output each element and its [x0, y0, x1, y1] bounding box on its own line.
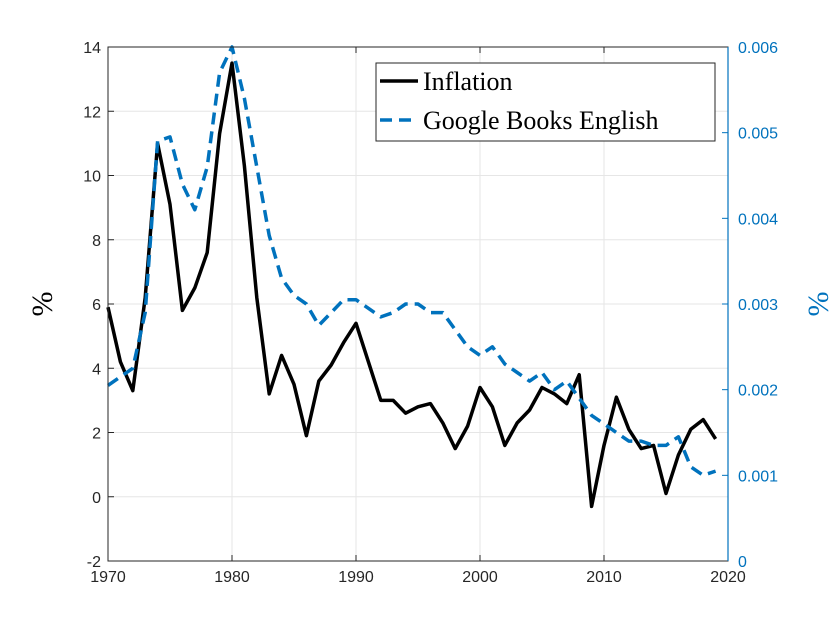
y-tick-label: -2 [87, 554, 101, 571]
series-layer [106, 45, 718, 509]
y2-tick-label: 0.004 [738, 211, 778, 228]
y-tick-label: 8 [92, 233, 101, 250]
legend-label-inflation: Inflation [423, 67, 513, 96]
y2-tick-label: 0.006 [738, 40, 778, 57]
x-axis-ticks: 1970 1980 1990 2000 2010 2020 [90, 47, 746, 586]
y-tick-label: 12 [83, 104, 101, 121]
x-tick-label: 2010 [586, 569, 622, 586]
right-axis-label: % [802, 292, 835, 317]
right-axis-ticks: 0 0.001 0.002 0.003 0.004 0.005 0.006 [722, 40, 778, 571]
y2-tick-label: 0 [738, 554, 747, 571]
series-line-google-books [107, 45, 717, 478]
series-line-inflation [106, 61, 718, 509]
left-axis-label: % [26, 292, 59, 317]
legend-box [375, 62, 716, 142]
y-tick-label: 10 [83, 169, 101, 186]
left-axis-ticks: -2 0 2 4 6 8 10 12 14 [83, 40, 114, 571]
x-tick-label: 2020 [710, 569, 746, 586]
y-tick-label: 6 [92, 297, 101, 314]
y2-tick-label: 0.001 [738, 468, 778, 485]
y2-tick-label: 0.005 [738, 126, 778, 143]
y-tick-label: 14 [83, 40, 101, 57]
y2-tick-label: 0.003 [738, 297, 778, 314]
x-tick-label: 1980 [214, 569, 250, 586]
x-tick-label: 2000 [462, 569, 498, 586]
legend-label-google-books: Google Books English [423, 106, 658, 135]
y-tick-label: 2 [92, 426, 101, 443]
y2-tick-label: 0.002 [738, 383, 778, 400]
x-tick-label: 1990 [338, 569, 374, 586]
y-tick-label: 0 [92, 490, 101, 507]
x-tick-label: 1970 [90, 569, 126, 586]
legend: Inflation Google Books English [375, 62, 716, 142]
y-tick-label: 4 [92, 361, 101, 378]
